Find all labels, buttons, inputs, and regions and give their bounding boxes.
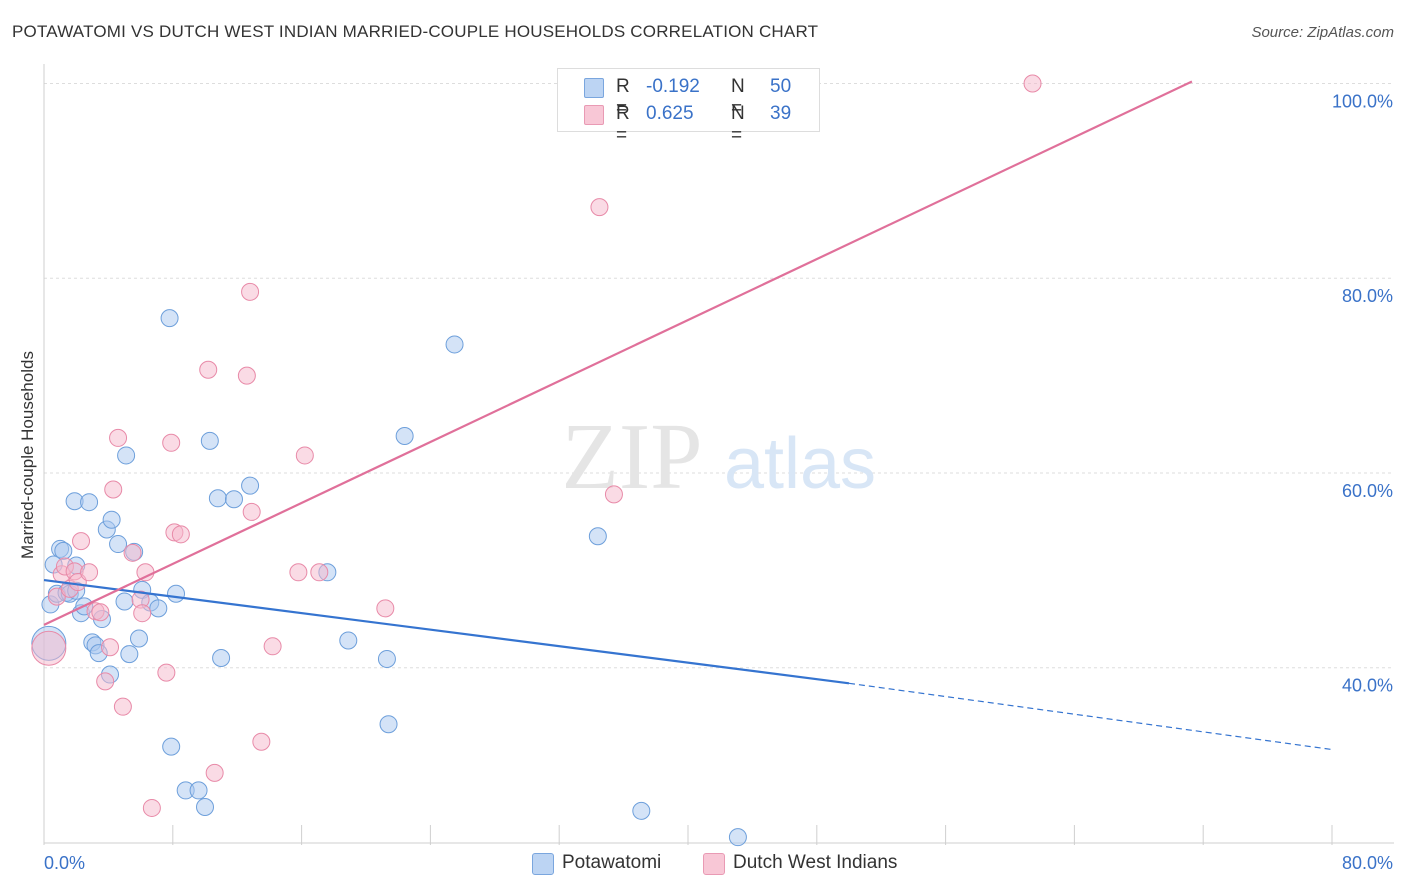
potawatomi-point <box>588 527 607 546</box>
watermark-zip: ZIP <box>562 405 703 509</box>
potawatomi-point <box>80 493 99 512</box>
legend-r-label: R = <box>616 76 630 119</box>
dutch-west-indians-point <box>241 282 260 301</box>
watermark-atlas: atlas <box>724 424 876 504</box>
axes <box>43 64 1394 845</box>
y-tick-100: 100.0% <box>1332 91 1393 111</box>
potawatomi-point <box>241 476 260 495</box>
potawatomi-point <box>167 584 186 603</box>
potawatomi-point <box>54 541 73 560</box>
dutch-west-indians-point <box>199 360 218 379</box>
dutch-west-indians-trend-line <box>43 80 1193 626</box>
dutch-west-indians-point <box>80 563 99 582</box>
dutch-west-indians-point <box>123 543 142 562</box>
dutch-west-indians-point <box>295 446 314 465</box>
dutch-west-indians-point <box>157 663 176 682</box>
dutch-west-indians-point <box>91 603 110 622</box>
potawatomi-point <box>117 446 136 465</box>
legend-swatch-pink <box>703 853 725 875</box>
potawatomi-point <box>149 599 168 618</box>
legend-label: Dutch West Indians <box>733 852 898 873</box>
source-credit: Source: ZipAtlas.com <box>1251 24 1394 41</box>
potawatomi-point <box>212 648 231 667</box>
dutch-west-indians-point <box>289 563 308 582</box>
dutch-west-indians-point <box>252 732 271 751</box>
dutch-west-indians-point <box>142 798 161 817</box>
legend-n-value: 39 <box>770 103 792 124</box>
dutch-west-indians-point <box>101 638 120 657</box>
potawatomi-point <box>200 431 219 450</box>
y-tick-40: 40.0% <box>1342 676 1393 696</box>
dutch-west-indians-point <box>237 366 256 385</box>
legend-n-label: N = <box>731 103 745 146</box>
potawatomi-point <box>379 715 398 734</box>
dutch-west-indians-point <box>590 198 609 217</box>
dutch-west-indians-point <box>104 480 123 499</box>
tick-labels: 0.0% 80.0% 40.0% 60.0% 80.0% 100.0% <box>44 91 1393 873</box>
dutch-west-indians-point <box>96 672 115 691</box>
watermark: ZIP atlas <box>562 405 877 509</box>
legend-swatch-blue <box>532 853 554 875</box>
y-tick-60: 60.0% <box>1342 481 1393 501</box>
dutch-west-indians-point <box>171 525 190 544</box>
stats-legend: R = -0.192 N = 50 R = 0.625 N = 39 <box>557 68 820 146</box>
potawatomi-point <box>395 426 414 445</box>
potawatomi-point <box>728 828 747 847</box>
trend-lines <box>43 80 1333 751</box>
legend-n-label: N = <box>731 76 745 119</box>
y-tick-80: 80.0% <box>1342 286 1393 306</box>
legend-n-value: 50 <box>770 76 792 97</box>
dutch-west-indians-point <box>310 563 329 582</box>
data-points <box>31 74 1042 847</box>
dutch-west-indians-point <box>162 433 181 452</box>
dutch-west-indians-point <box>205 763 224 782</box>
x-tick-max: 80.0% <box>1342 853 1393 873</box>
dutch-west-indians-point <box>72 532 91 551</box>
dutch-west-indians-point <box>376 599 395 618</box>
potawatomi-point <box>632 801 651 820</box>
dutch-west-indians-point <box>31 630 67 666</box>
potawatomi-point <box>115 592 134 611</box>
potawatomi-point <box>445 335 464 354</box>
legend-label: Potawatomi <box>562 852 662 873</box>
potawatomi-point <box>189 781 208 800</box>
dutch-west-indians-point <box>133 604 152 623</box>
legend-r-label: R = <box>616 103 630 146</box>
potawatomi-point <box>109 535 128 554</box>
potawatomi-trend-line <box>43 578 850 685</box>
potawatomi-point <box>196 797 214 816</box>
potawatomi-point <box>377 649 396 668</box>
dutch-west-indians-point <box>1023 74 1042 93</box>
dutch-west-indians-point <box>136 563 155 582</box>
potawatomi-trend-extension <box>848 682 1333 751</box>
potawatomi-point <box>120 645 139 664</box>
chart-title: POTAWATOMI VS DUTCH WEST INDIAN MARRIED-… <box>12 22 819 41</box>
dutch-west-indians-point <box>113 697 132 716</box>
dutch-west-indians-point <box>604 485 623 504</box>
x-tick-min: 0.0% <box>44 853 85 873</box>
potawatomi-point <box>208 489 227 508</box>
legend-swatch-blue <box>584 78 604 98</box>
potawatomi-point <box>339 631 358 650</box>
potawatomi-point <box>160 309 179 328</box>
legend-swatch-pink <box>584 105 604 125</box>
legend-r-value: -0.192 <box>646 76 700 97</box>
potawatomi-point <box>224 490 243 509</box>
dutch-west-indians-point <box>242 502 261 521</box>
potawatomi-point <box>162 737 181 756</box>
dutch-west-indians-point <box>109 428 128 447</box>
potawatomi-point <box>102 510 121 529</box>
legend-r-value: 0.625 <box>646 103 694 124</box>
dutch-west-indians-point <box>263 637 282 656</box>
potawatomi-point <box>129 629 148 648</box>
